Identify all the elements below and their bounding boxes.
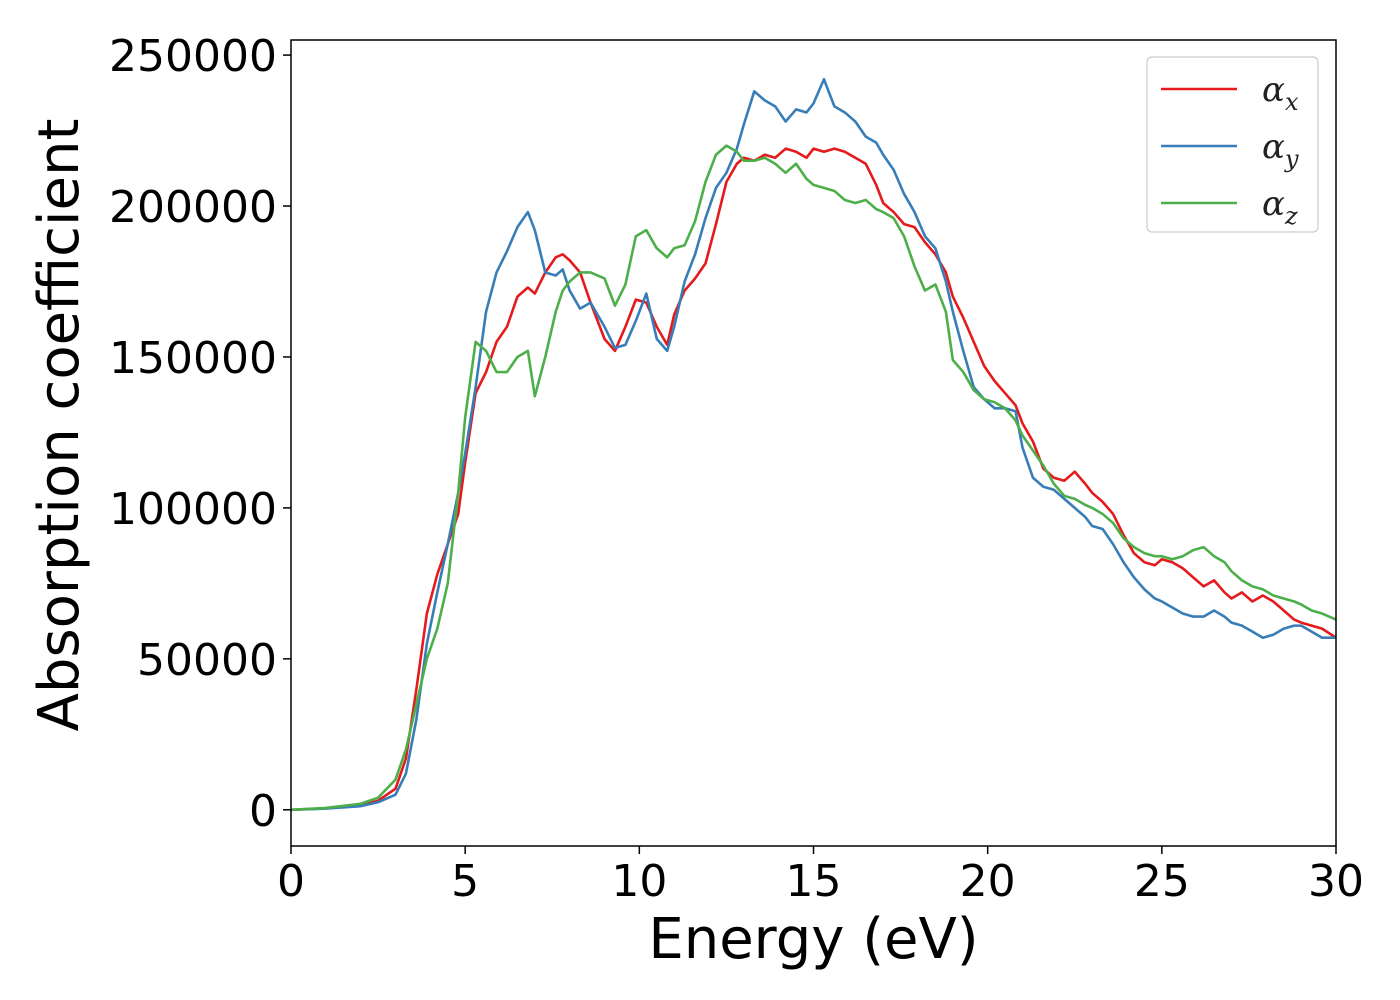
legend-label-base: α xyxy=(1262,127,1285,167)
x-axis: 0 5 10 15 20 25 30 xyxy=(277,846,1364,907)
legend-label-subscript: x xyxy=(1285,88,1299,116)
legend-box xyxy=(1146,56,1319,233)
x-tick-label: 10 xyxy=(611,856,667,907)
legend-label-base: α xyxy=(1262,184,1285,224)
legend-label-y: αy xyxy=(1262,127,1299,173)
y-tick-label: 100000 xyxy=(109,484,277,535)
x-tick-label: 25 xyxy=(1134,856,1190,907)
series-line-z xyxy=(291,144,1336,812)
y-tick-label: 50000 xyxy=(137,635,277,686)
series-line-x xyxy=(291,147,1336,812)
x-tick-label: 20 xyxy=(960,856,1016,907)
x-tick-label: 0 xyxy=(277,856,305,907)
y-tick-label: 0 xyxy=(249,786,277,837)
y-tick-label: 250000 xyxy=(109,31,277,82)
legend-label-subscript: z xyxy=(1284,202,1298,230)
y-axis-label: Absorption coefficient xyxy=(27,119,92,732)
legend-label-base: α xyxy=(1262,70,1285,110)
x-axis-label: Energy (eV) xyxy=(648,907,978,972)
legend-label-subscript: y xyxy=(1284,145,1299,173)
legend-label-z: αz xyxy=(1262,184,1298,230)
x-tick-label: 30 xyxy=(1308,856,1364,907)
y-tick-label: 200000 xyxy=(109,182,277,233)
legend-label-x: αx xyxy=(1262,70,1299,116)
series-line-y xyxy=(291,77,1336,812)
y-tick-label: 150000 xyxy=(109,333,277,384)
x-tick-label: 15 xyxy=(786,856,842,907)
x-tick-label: 5 xyxy=(451,856,479,907)
y-axis: 0 50000 100000 150000 200000 250000 xyxy=(109,31,291,837)
series-layer xyxy=(291,77,1336,812)
